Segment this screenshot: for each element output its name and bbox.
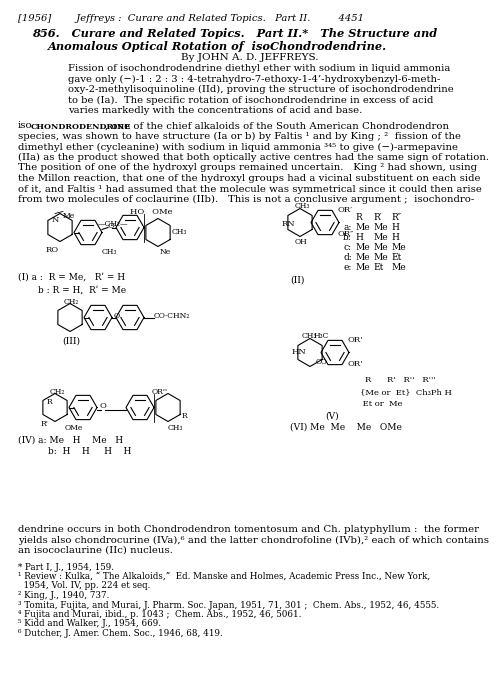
Text: CH₂: CH₂ bbox=[50, 388, 66, 397]
Text: H: H bbox=[391, 234, 399, 242]
Text: HO   OMe: HO OMe bbox=[130, 208, 172, 215]
Text: Me: Me bbox=[355, 244, 370, 253]
Text: (II): (II) bbox=[290, 276, 304, 285]
Text: of it, and Faltis ¹ had assumed that the molecule was symmetrical since it could: of it, and Faltis ¹ had assumed that the… bbox=[18, 185, 482, 194]
Text: , one of the chief alkaloids of the South American Chondrodendron: , one of the chief alkaloids of the Sout… bbox=[105, 122, 449, 130]
Text: OR'': OR'' bbox=[152, 388, 168, 397]
Text: a:: a: bbox=[343, 223, 351, 232]
Text: CO: CO bbox=[316, 358, 328, 365]
Text: iso: iso bbox=[18, 122, 32, 130]
Text: b:  H    H     H    H: b: H H H H bbox=[48, 447, 132, 456]
Text: OR': OR' bbox=[348, 337, 364, 344]
Text: Me: Me bbox=[391, 244, 406, 253]
Text: varies markedly with the concentrations of acid and base.: varies markedly with the concentrations … bbox=[68, 106, 362, 115]
Text: (III): (III) bbox=[62, 337, 80, 346]
Text: OH: OH bbox=[295, 238, 308, 246]
Text: R: R bbox=[47, 399, 53, 407]
Text: to be (Ia).  The specific rotation of isochondrodendrine in excess of acid: to be (Ia). The specific rotation of iso… bbox=[68, 96, 434, 105]
Text: CH₃: CH₃ bbox=[168, 424, 184, 433]
Text: b:: b: bbox=[343, 234, 352, 242]
Text: CH₃: CH₃ bbox=[102, 248, 118, 255]
Text: CH₃: CH₃ bbox=[302, 333, 318, 340]
Text: The position of one of the hydroxyl groups remained uncertain.   King ² had show: The position of one of the hydroxyl grou… bbox=[18, 164, 477, 172]
Text: CHONDRODENDRINE: CHONDRODENDRINE bbox=[31, 123, 132, 131]
Text: R′: R′ bbox=[373, 213, 382, 221]
Text: [1956]        Jeffreys :  Curare and Related Topics.   Part II.         4451: [1956] Jeffreys : Curare and Related Top… bbox=[18, 14, 364, 23]
Text: b : R = H,  Rʹ = Me: b : R = H, Rʹ = Me bbox=[38, 285, 126, 295]
Text: (IIa) as the product showed that both optically active centres had the same sign: (IIa) as the product showed that both op… bbox=[18, 153, 489, 162]
Text: R: R bbox=[355, 213, 362, 221]
Text: RN: RN bbox=[282, 221, 296, 229]
Text: CO·CHN₂: CO·CHN₂ bbox=[154, 312, 190, 320]
Text: OR′: OR′ bbox=[338, 206, 353, 215]
Text: By JOHN A. D. JEFFREYS.: By JOHN A. D. JEFFREYS. bbox=[181, 53, 319, 62]
Text: OMe: OMe bbox=[65, 424, 84, 433]
Text: (IV) a: Me   H    Me   H: (IV) a: Me H Me H bbox=[18, 435, 123, 445]
Text: Fission of isochondrodendrine diethyl ether with sodium in liquid ammonia: Fission of isochondrodendrine diethyl et… bbox=[68, 64, 450, 73]
Text: H: H bbox=[355, 234, 363, 242]
Text: e:: e: bbox=[343, 263, 351, 272]
Text: R': R' bbox=[41, 420, 49, 428]
Text: an isococlaurine (IIc) nucleus.: an isococlaurine (IIc) nucleus. bbox=[18, 546, 173, 555]
Text: CH₂: CH₂ bbox=[64, 299, 80, 306]
Text: (V): (V) bbox=[325, 411, 338, 420]
Text: Et: Et bbox=[391, 253, 402, 263]
Text: ³ Tomita, Fujita, and Murai, J. Pharm. Soc. Japan, 1951, 71, 301 ;  Chem. Abs., : ³ Tomita, Fujita, and Murai, J. Pharm. S… bbox=[18, 600, 439, 610]
Text: OR″: OR″ bbox=[338, 230, 354, 238]
Text: dendrine occurs in both Chondrodendron tomentosum and Ch. platyphyllum :  the fo: dendrine occurs in both Chondrodendron t… bbox=[18, 525, 479, 534]
Text: Et or  Me: Et or Me bbox=[360, 399, 403, 407]
Text: 1954, Vol. IV, pp. 224 et seq.: 1954, Vol. IV, pp. 224 et seq. bbox=[18, 581, 150, 591]
Text: from two molecules of coclaurine (IIb).   This is not a conclusive argument ;  i: from two molecules of coclaurine (IIb). … bbox=[18, 195, 474, 204]
Text: d:: d: bbox=[343, 253, 352, 263]
Text: CH₃: CH₃ bbox=[295, 202, 310, 210]
Text: species, was shown to have structure (Ia or b) by Faltis ¹ and by King ; ²  fiss: species, was shown to have structure (Ia… bbox=[18, 132, 461, 141]
Text: Anomalous Optical Rotation of  isoChondrodendrine.: Anomalous Optical Rotation of isoChondro… bbox=[48, 41, 387, 52]
Text: 856.   Curare and Related Topics.   Part II.*   The Structure and: 856. Curare and Related Topics. Part II.… bbox=[32, 28, 437, 39]
Text: Me: Me bbox=[355, 253, 370, 263]
Text: the Millon reaction, that one of the hydroxyl groups had a vicinal substituent o: the Millon reaction, that one of the hyd… bbox=[18, 174, 480, 183]
Text: Me: Me bbox=[63, 211, 75, 219]
Text: R″: R″ bbox=[391, 213, 401, 221]
Text: OR': OR' bbox=[348, 361, 364, 369]
Text: Me: Me bbox=[373, 223, 388, 232]
Text: dimethyl ether (cycleanine) with sodium in liquid ammonia ³⁴⁵ to give (−)-armepa: dimethyl ether (cycleanine) with sodium … bbox=[18, 143, 458, 151]
Text: ⁵ Kidd and Walker, J., 1954, 669.: ⁵ Kidd and Walker, J., 1954, 669. bbox=[18, 619, 161, 629]
Text: Me: Me bbox=[373, 234, 388, 242]
Text: Ne: Ne bbox=[160, 248, 171, 255]
Text: ¹ Review : Kulka, “ The Alkaloids,”  Ed. Manske and Holmes, Academic Press Inc.,: ¹ Review : Kulka, “ The Alkaloids,” Ed. … bbox=[18, 572, 430, 581]
Text: ⁴ Fujita and Murai, ibid., p. 1043 ;  Chem. Abs., 1952, 46, 5061.: ⁴ Fujita and Murai, ibid., p. 1043 ; Che… bbox=[18, 610, 302, 619]
Text: oxy-2-methylisoquinoline (IId), proving the structure of isochondrodendrine: oxy-2-methylisoquinoline (IId), proving … bbox=[68, 85, 454, 94]
Text: RO: RO bbox=[46, 246, 59, 253]
Text: H₃C: H₃C bbox=[314, 333, 330, 340]
Text: Me: Me bbox=[355, 223, 370, 232]
Text: —CH₂—: —CH₂— bbox=[98, 219, 128, 227]
Text: gave only (−)-1 : 2 : 3 : 4-tetrahydro-7-ethoxy-1-4’-hydroxybenzyl-6-meth-: gave only (−)-1 : 2 : 3 : 4-tetrahydro-7… bbox=[68, 75, 440, 84]
Text: {Me or  Et}  Ch₃Ph H: {Me or Et} Ch₃Ph H bbox=[360, 388, 452, 397]
Text: O: O bbox=[114, 312, 120, 320]
Text: O: O bbox=[107, 221, 114, 230]
Text: ⁶ Dutcher, J. Amer. Chem. Soc., 1946, 68, 419.: ⁶ Dutcher, J. Amer. Chem. Soc., 1946, 68… bbox=[18, 629, 223, 638]
Text: * Part I, J., 1954, 159.: * Part I, J., 1954, 159. bbox=[18, 562, 114, 572]
Text: R      R'   R''   R''': R R' R'' R''' bbox=[365, 376, 436, 384]
Text: O: O bbox=[99, 403, 106, 411]
Text: N: N bbox=[52, 215, 60, 223]
Text: Me: Me bbox=[355, 263, 370, 272]
Text: Me: Me bbox=[373, 244, 388, 253]
Text: HN: HN bbox=[292, 348, 307, 356]
Text: Et: Et bbox=[373, 263, 384, 272]
Text: Me: Me bbox=[373, 253, 388, 263]
Text: Me: Me bbox=[391, 263, 406, 272]
Text: H: H bbox=[391, 223, 399, 232]
Text: (VI) Me  Me    Me   OMe: (VI) Me Me Me OMe bbox=[290, 422, 402, 431]
Text: c:: c: bbox=[343, 244, 351, 253]
Text: (I) a :  R = Me,   Rʹ = H: (I) a : R = Me, Rʹ = H bbox=[18, 272, 125, 282]
Text: yields also chondrocurine (IVa),⁶ and the latter chondrofoline (IVb),² each of w: yields also chondrocurine (IVa),⁶ and th… bbox=[18, 536, 489, 545]
Text: CH₃: CH₃ bbox=[172, 227, 188, 236]
Text: ² King, J., 1940, 737.: ² King, J., 1940, 737. bbox=[18, 591, 110, 600]
Text: R: R bbox=[182, 413, 188, 420]
